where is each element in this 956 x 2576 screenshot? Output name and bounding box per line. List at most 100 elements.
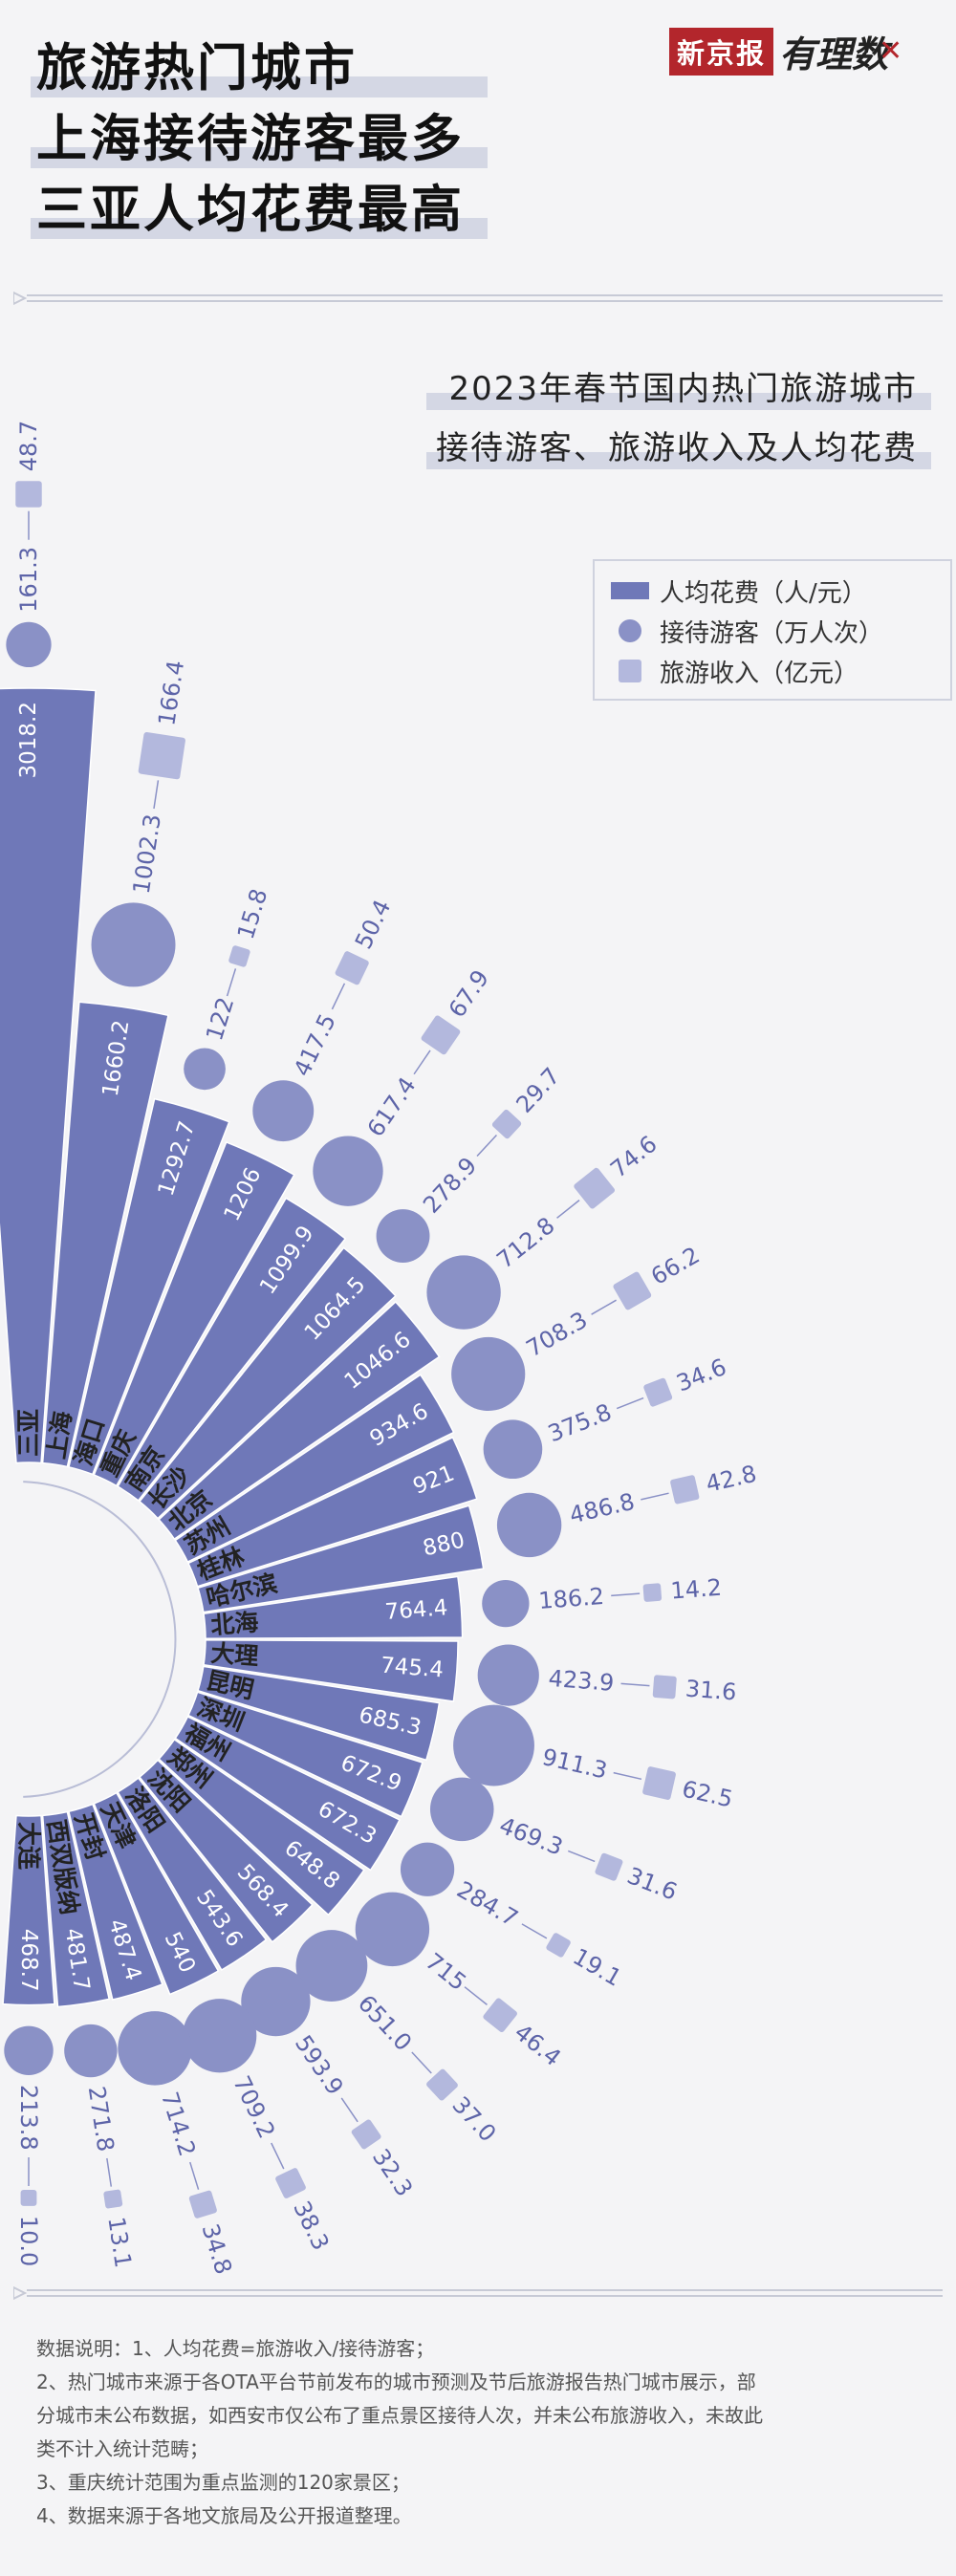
top-divider: [13, 292, 943, 305]
connector-line: [567, 1850, 596, 1863]
legend-item-bar: 人均花费（人/元）: [610, 571, 935, 611]
visitors-label: 714.2: [156, 2089, 201, 2159]
note-line: 类不计入统计范畴；: [36, 2437, 208, 2460]
visitors-label: 593.9: [290, 2030, 349, 2100]
bar-value-label: 764.4: [384, 1595, 449, 1625]
note-line: 3、重庆统计范围为重点监测的120家景区；: [36, 2471, 410, 2494]
visitors-circle: [183, 1999, 257, 2073]
visitors-circle: [496, 1492, 562, 1558]
income-square: [421, 1015, 461, 1055]
income-square: [275, 2168, 306, 2198]
connector-line: [153, 780, 160, 810]
income-square: [188, 2190, 217, 2219]
headline-line-3: 三亚人均花费最高: [31, 180, 488, 241]
city-label: 大连: [15, 1822, 43, 1871]
visitors-circle: [376, 1209, 430, 1263]
visitors-label: 469.3: [495, 1812, 566, 1861]
income-square: [426, 2068, 458, 2101]
income-square: [228, 945, 250, 967]
visitors-label: 417.5: [289, 1009, 341, 1080]
bar-深圳: [187, 1691, 424, 1818]
chart-title-line-2: 接待游客、旅游收入及人均花费: [426, 427, 931, 469]
visitors-label: 186.2: [537, 1583, 605, 1614]
income-square: [643, 1377, 673, 1407]
bar-大连: [2, 1814, 55, 2006]
visitors-label: 715: [421, 1948, 471, 1996]
bar-上海: [41, 1001, 169, 1468]
legend-square-swatch-icon: [610, 660, 650, 682]
income-square: [491, 1109, 522, 1139]
bar-北海: [203, 1575, 464, 1639]
income-label: 42.8: [704, 1461, 759, 1498]
bar-重庆: [93, 1140, 295, 1487]
income-label: 34.6: [673, 1353, 730, 1397]
income-square: [15, 481, 42, 508]
bar-value-label: 3018.2: [16, 702, 41, 778]
connector-line: [411, 2051, 432, 2074]
income-square: [670, 1475, 700, 1504]
visitors-label: 423.9: [548, 1665, 616, 1697]
income-label: 67.9: [444, 965, 494, 1023]
visitors-label: 708.3: [522, 1307, 593, 1363]
connector-line: [616, 1396, 644, 1410]
visitors-circle: [429, 1777, 494, 1842]
income-label: 14.2: [670, 1574, 723, 1605]
bar-南京: [117, 1197, 347, 1502]
visitors-label: 122: [201, 994, 239, 1044]
connector-line: [106, 2157, 113, 2187]
visitors-circle: [91, 902, 176, 987]
connector-line: [340, 2097, 358, 2123]
income-label: 10.0: [15, 2216, 42, 2266]
legend-circle-swatch-icon: [610, 619, 650, 642]
visitors-circle: [426, 1255, 501, 1330]
bar-哈尔滨: [197, 1504, 485, 1613]
visitors-circle: [451, 1336, 526, 1412]
income-label: 31.6: [623, 1862, 681, 1906]
inner-guide-arc: [23, 1481, 177, 1798]
income-label: 74.6: [605, 1131, 662, 1183]
income-label: 66.2: [646, 1242, 704, 1290]
connector-line: [226, 968, 237, 997]
visitors-circle: [252, 1080, 315, 1142]
income-label: 19.1: [569, 1943, 626, 1992]
headline-line-2: 上海接待游客最多: [31, 109, 488, 170]
visitors-label: 709.2: [228, 2071, 280, 2142]
visitors-label: 375.8: [544, 1398, 615, 1447]
data-notes: 数据说明：1、人均花费=旅游收入/接待游客； 2、热门城市来源于各OTA平台节前…: [36, 2332, 925, 2533]
bar-value-label: 468.7: [16, 1929, 41, 1992]
visitors-circle: [4, 2025, 54, 2075]
bar-value-label: 745.4: [380, 1654, 445, 1683]
visitors-label: 911.3: [540, 1743, 610, 1785]
income-label: 50.4: [350, 896, 396, 953]
brand-logo: 新京报 有理数 ✕: [669, 25, 902, 77]
visitors-circle: [313, 1136, 383, 1206]
visitors-circle: [453, 1704, 534, 1786]
connector-line: [521, 1923, 548, 1939]
brand-sub: 有理数: [779, 32, 889, 76]
connector-line: [331, 983, 346, 1010]
city-label: 北海: [209, 1609, 259, 1640]
connector-line: [591, 1299, 617, 1315]
income-square: [613, 1271, 652, 1310]
bar-沈阳: [138, 1759, 314, 1943]
income-square: [335, 951, 369, 985]
connector-line: [271, 2142, 285, 2170]
visitors-circle: [400, 1842, 455, 1896]
bar-西双版纳: [41, 1810, 111, 2008]
income-label: 46.4: [510, 2019, 566, 2071]
headline: 旅游热门城市 上海接待游客最多 三亚人均花费最高: [31, 38, 488, 250]
brand-mark-icon: ✕: [879, 34, 903, 68]
income-label: 38.3: [288, 2197, 334, 2254]
bar-天津: [93, 1791, 220, 1996]
visitors-circle: [6, 621, 52, 667]
connector-line: [189, 2161, 200, 2190]
bar-大理: [203, 1639, 459, 1702]
connector-line: [611, 1592, 641, 1597]
income-label: 32.3: [367, 2144, 418, 2201]
chart-subtitle: 2023年春节国内热门旅游城市 接待游客、旅游收入及人均花费: [426, 368, 931, 487]
visitors-label: 651.0: [353, 1990, 417, 2056]
visitors-label: 712.8: [491, 1212, 559, 1274]
bar-开封: [68, 1803, 163, 2001]
income-label: 166.4: [153, 659, 189, 727]
bottom-divider: [13, 2286, 943, 2300]
